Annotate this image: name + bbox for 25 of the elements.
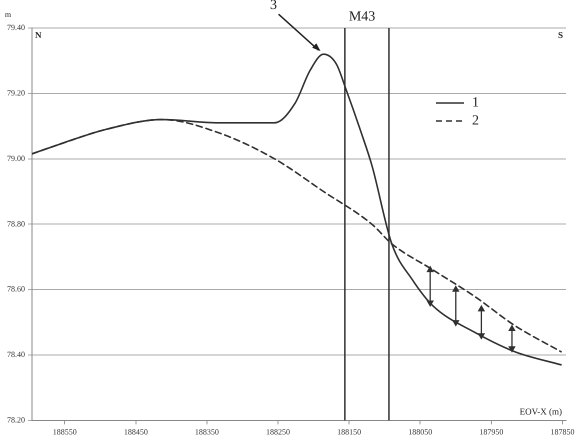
annotation: S bbox=[558, 30, 563, 40]
annotation: N bbox=[35, 30, 42, 40]
x-axis-title: EOV-X (m) bbox=[520, 406, 562, 416]
y-axis-title: m bbox=[4, 10, 12, 20]
y-tick-label: 79.00 bbox=[7, 154, 25, 163]
point bbox=[478, 306, 485, 312]
y-tick-label: 79.40 bbox=[7, 23, 25, 32]
x-tick-label: 188450 bbox=[124, 427, 148, 436]
x-tick-label: 187850 bbox=[550, 427, 574, 436]
y-tick-label: 78.20 bbox=[7, 415, 25, 424]
x-tick-label: 188150 bbox=[337, 427, 362, 436]
point bbox=[508, 325, 516, 331]
x-tick-label: 188550 bbox=[52, 427, 77, 436]
y-tick-label: 78.80 bbox=[7, 219, 25, 228]
x-tick-label: 187950 bbox=[479, 427, 504, 436]
legend-label: 1 bbox=[472, 96, 479, 111]
x-tick-label: 188250 bbox=[266, 427, 290, 436]
x-tick-label: 188350 bbox=[194, 427, 219, 436]
point bbox=[452, 286, 460, 292]
x-tick-label: 188050 bbox=[408, 427, 432, 436]
y-tick-label: 78.40 bbox=[7, 350, 25, 360]
y-tick-label: 79.20 bbox=[7, 88, 25, 98]
legend-label: 2 bbox=[472, 114, 479, 129]
ref-line-label: M43 bbox=[348, 10, 376, 25]
y-tick-label: 78.60 bbox=[7, 284, 25, 294]
